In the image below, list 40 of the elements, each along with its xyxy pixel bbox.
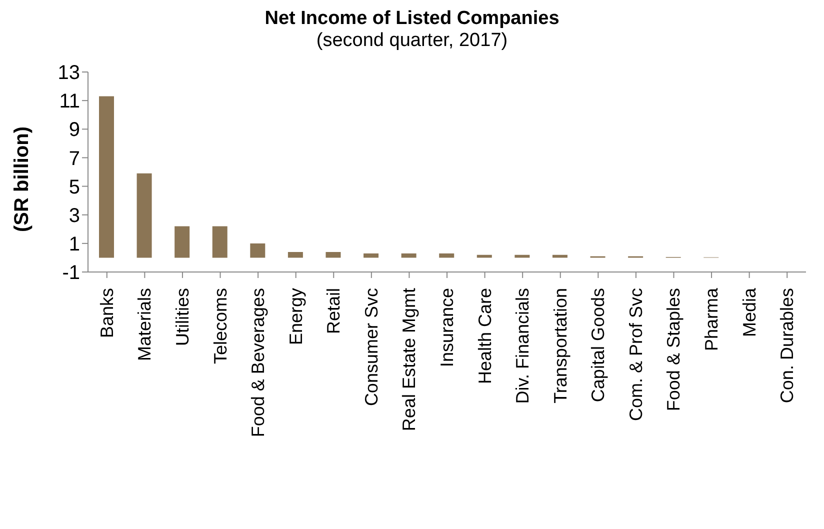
x-tick-label: Food & Staples: [664, 288, 684, 412]
x-tick-label: Energy: [286, 288, 306, 346]
x-tick-label: Utilities: [172, 288, 192, 346]
x-tick-label: Food & Beverages: [248, 288, 268, 438]
bar: [326, 252, 341, 258]
y-tick-label: 3: [68, 204, 80, 227]
x-tick-label: Health Care: [474, 288, 495, 384]
y-tick-label: 13: [58, 62, 80, 84]
chart-title: Net Income of Listed Companies: [264, 8, 560, 30]
x-tick-label: Pharma: [702, 287, 722, 352]
bar: [364, 253, 379, 258]
bar: [99, 96, 114, 258]
bar: [136, 173, 152, 258]
x-tick-label: Media: [739, 287, 760, 338]
bar: [212, 226, 228, 258]
y-axis-title: (SR billion): [11, 126, 34, 232]
x-tick-label: Con. Durables: [777, 288, 798, 404]
bar: [288, 252, 303, 258]
y-tick-label: 9: [68, 119, 80, 142]
x-tick-label: Retail: [324, 288, 344, 334]
x-tick-label: Banks: [96, 288, 117, 338]
x-tick-label: Transportation: [550, 288, 570, 404]
y-tick-label: 7: [68, 148, 80, 170]
x-tick-label: Com. & Prof Svc: [626, 288, 646, 422]
bar: [439, 253, 454, 258]
x-tick-label: Insurance: [437, 288, 457, 368]
y-tick-label: 5: [68, 176, 80, 198]
y-tick-label: 11: [59, 90, 80, 113]
x-tick-label: Capital Goods: [588, 288, 608, 402]
chart-subtitle: (second quarter, 2017): [315, 30, 509, 52]
bar: [174, 226, 190, 258]
x-tick-label: Div. Financials: [512, 288, 533, 404]
x-tick-label: Materials: [134, 288, 155, 362]
y-tick-label: 1: [68, 234, 80, 256]
y-tick-label: -1: [62, 262, 80, 284]
x-tick-label: Real Estate Mgmt: [399, 288, 420, 432]
x-tick-label: Telecoms: [210, 288, 230, 364]
x-tick-label: Consumer Svc: [361, 288, 382, 406]
bar: [250, 243, 266, 258]
bar: [401, 253, 416, 258]
